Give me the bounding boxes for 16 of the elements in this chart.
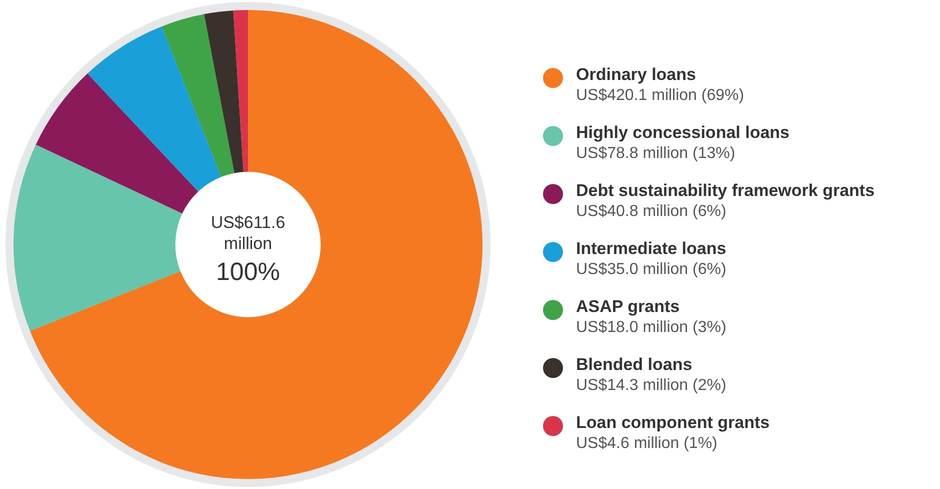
legend-label: Intermediate loans	[576, 238, 728, 260]
data-label: US$420.1 million (69%)	[576, 86, 746, 106]
legend-label: Blended loans	[576, 354, 694, 376]
legend-label: Loan component grants	[576, 412, 771, 434]
legend-label: ASAP grants	[576, 296, 681, 318]
data-label: US$78.8 million (13%)	[576, 144, 736, 164]
legend-label: Debt sustainability framework grants	[576, 180, 875, 202]
data-label: US$35.0 million (6%)	[576, 260, 728, 280]
data-label: US$40.8 million (6%)	[576, 202, 728, 222]
legend-label: Highly concessional loans	[576, 122, 791, 144]
data-label: US$14.3 million (2%)	[576, 376, 728, 396]
legend-label: Ordinary loans	[576, 64, 697, 86]
text: 100%	[215, 258, 281, 287]
data-label: US$4.6 million (1%)	[576, 434, 718, 454]
text: US$611.6 million	[210, 212, 286, 254]
data-label: US$18.0 million (3%)	[576, 318, 728, 338]
